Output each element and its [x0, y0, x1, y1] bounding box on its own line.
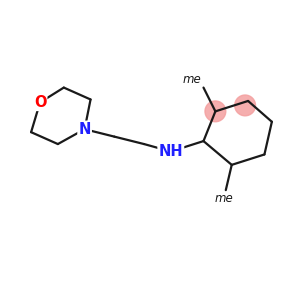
Text: N: N: [78, 122, 91, 137]
Text: NH: NH: [158, 144, 183, 159]
Text: O: O: [34, 95, 46, 110]
Text: me: me: [215, 192, 234, 205]
Circle shape: [235, 95, 256, 116]
Circle shape: [205, 101, 226, 122]
Text: me: me: [182, 73, 201, 86]
